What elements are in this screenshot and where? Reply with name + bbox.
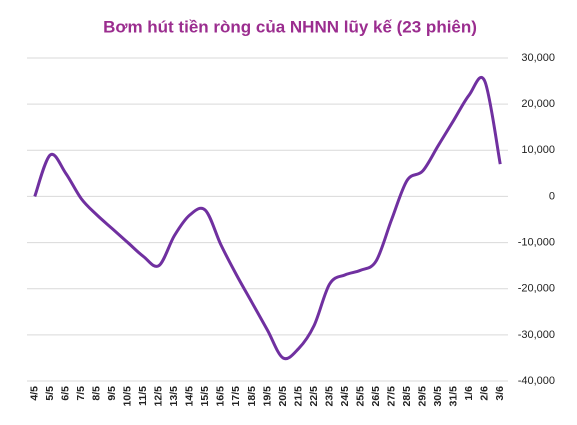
x-tick-label: 29/5 xyxy=(416,386,428,407)
x-tick-label: 28/5 xyxy=(401,386,413,407)
x-tick-label: 31/5 xyxy=(447,386,459,407)
x-tick-label: 15/5 xyxy=(199,386,211,407)
y-tick-label: -30,000 xyxy=(518,329,555,341)
x-tick-label: 24/5 xyxy=(339,386,351,407)
y-tick-label: 30,000 xyxy=(521,52,555,64)
y-tick-label: -10,000 xyxy=(518,236,555,248)
x-tick-label: 4/5 xyxy=(29,386,41,401)
x-tick-label: 2/6 xyxy=(479,386,491,401)
data-line xyxy=(33,75,502,361)
x-tick-label: 12/5 xyxy=(153,386,165,407)
x-tick-label: 8/5 xyxy=(91,386,103,401)
x-tick-label: 7/5 xyxy=(75,386,87,401)
x-tick-label: 18/5 xyxy=(246,386,258,407)
x-tick-label: 6/5 xyxy=(60,386,72,401)
x-tick-label: 30/5 xyxy=(432,386,444,407)
x-tick-label: 13/5 xyxy=(168,386,180,407)
x-tick-label: 1/6 xyxy=(463,386,475,401)
x-tick-label: 17/5 xyxy=(230,386,242,407)
x-tick-label: 14/5 xyxy=(184,386,196,407)
x-tick-label: 5/5 xyxy=(44,386,56,401)
chart-title: Bơm hút tiền ròng của NHNN lũy kế (23 ph… xyxy=(103,17,477,36)
x-tick-label: 9/5 xyxy=(106,386,118,401)
x-tick-label: 26/5 xyxy=(370,386,382,407)
x-tick-label: 23/5 xyxy=(323,386,335,407)
x-tick-label: 27/5 xyxy=(385,386,397,407)
x-tick-label: 22/5 xyxy=(308,386,320,407)
x-tick-label: 20/5 xyxy=(277,386,289,407)
x-tick-label: 10/5 xyxy=(122,386,134,407)
x-tick-label: 19/5 xyxy=(261,386,273,407)
y-tick-label: -20,000 xyxy=(518,283,555,295)
x-tick-label: 11/5 xyxy=(137,386,149,406)
y-tick-label: 0 xyxy=(549,190,555,202)
x-tick-label: 25/5 xyxy=(354,386,366,407)
x-tick-label: 16/5 xyxy=(215,386,227,407)
y-tick-label: 20,000 xyxy=(521,98,555,110)
y-tick-label: 10,000 xyxy=(521,144,555,156)
x-tick-label: 21/5 xyxy=(292,386,304,407)
x-tick-label: 3/6 xyxy=(494,386,506,401)
y-tick-label: -40,000 xyxy=(518,375,555,387)
